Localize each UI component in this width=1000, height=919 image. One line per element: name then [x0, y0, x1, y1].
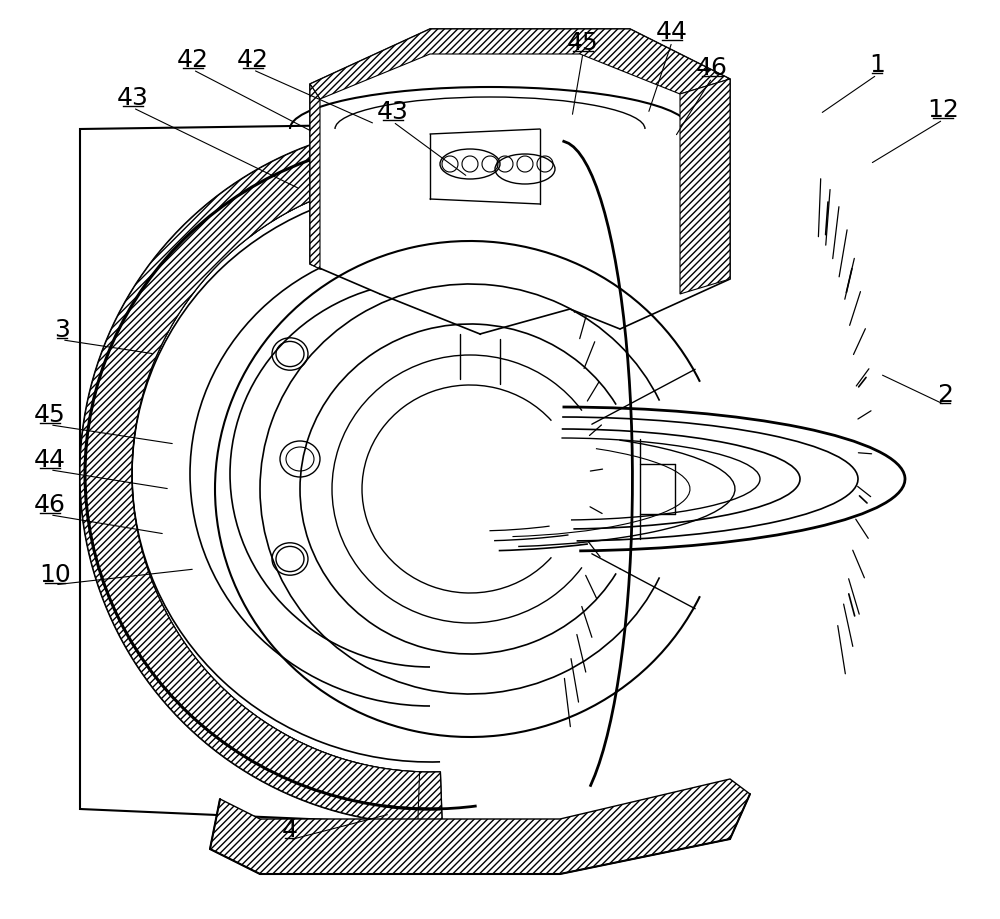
Text: 45: 45 — [567, 31, 599, 55]
Polygon shape — [310, 30, 730, 100]
Polygon shape — [80, 125, 420, 824]
Text: 45: 45 — [34, 403, 66, 426]
Polygon shape — [310, 85, 320, 269]
Text: 2: 2 — [937, 382, 953, 406]
Polygon shape — [680, 80, 730, 295]
Text: 44: 44 — [34, 448, 66, 471]
Polygon shape — [310, 30, 730, 335]
Polygon shape — [210, 779, 750, 874]
Text: 1: 1 — [869, 53, 885, 77]
Polygon shape — [80, 125, 418, 824]
Text: 42: 42 — [177, 48, 209, 72]
Text: 4: 4 — [282, 817, 298, 841]
Text: 44: 44 — [656, 20, 688, 44]
Text: 3: 3 — [54, 318, 70, 342]
Text: 46: 46 — [696, 56, 728, 80]
Text: 10: 10 — [39, 562, 71, 586]
Text: 43: 43 — [377, 100, 409, 124]
Text: 42: 42 — [237, 48, 269, 72]
Polygon shape — [82, 127, 442, 823]
Text: 12: 12 — [927, 98, 959, 122]
Polygon shape — [85, 130, 442, 819]
Text: 43: 43 — [117, 85, 149, 110]
Text: 46: 46 — [34, 493, 66, 516]
